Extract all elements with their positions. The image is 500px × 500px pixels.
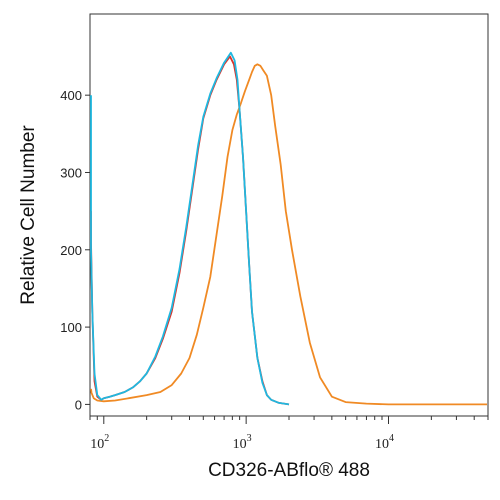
y-tick-label: 400 [60, 88, 82, 103]
x-tick-label: 104 [375, 433, 394, 452]
x-tick-label: 102 [90, 433, 109, 452]
plot-frame [89, 13, 489, 417]
y-tick-label: 200 [60, 243, 82, 258]
y-tick-label: 300 [60, 165, 82, 180]
axis-ticks: 0 100 200 300 400 102 103 104 [60, 88, 489, 452]
y-axis-title: Relative Cell Number [18, 125, 39, 305]
x-tick-label: 103 [233, 433, 252, 452]
histogram-series-2 [90, 63, 487, 406]
histogram-series-3 [90, 51, 290, 406]
y-tick-label: 0 [75, 397, 82, 412]
y-tick-label: 100 [60, 320, 82, 335]
x-axis-title: CD326-ABflo® 488 [208, 460, 370, 481]
series-layer [90, 51, 487, 406]
